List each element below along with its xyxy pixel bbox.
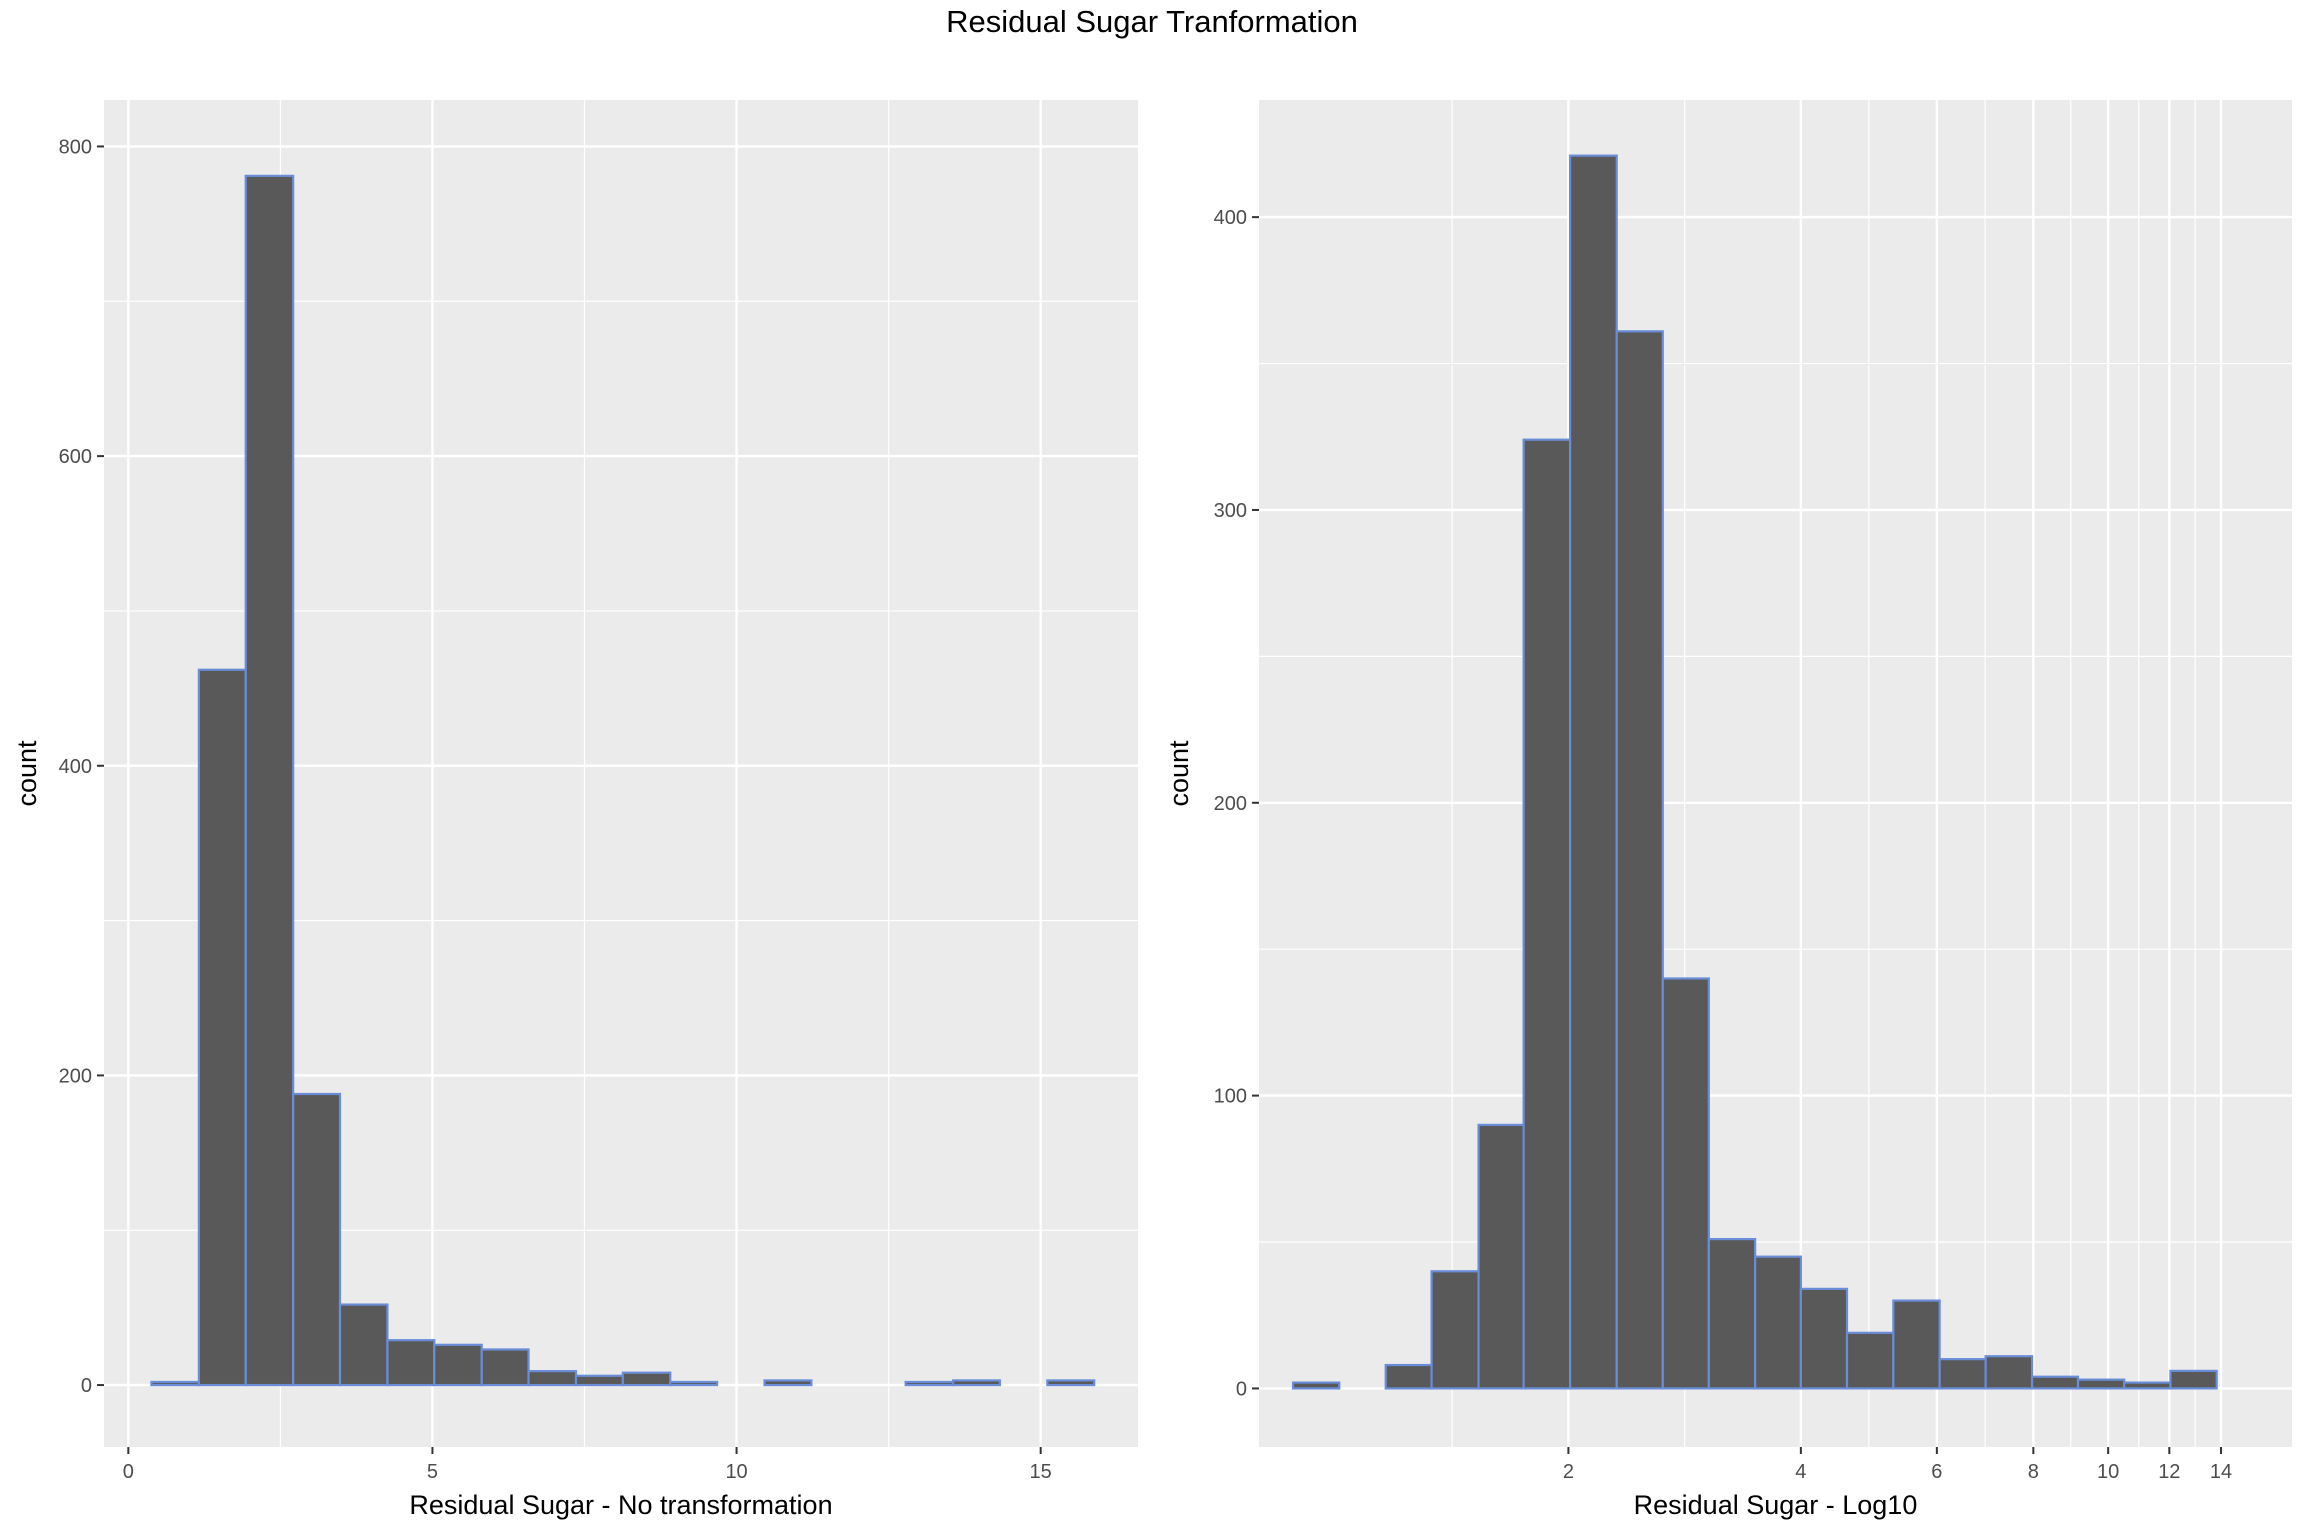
histogram-bar [480, 1348, 530, 1387]
histogram-bar [244, 174, 295, 1387]
x-tick-label: 10 [725, 1461, 747, 1483]
histogram-bar [386, 1339, 436, 1387]
x-tick-label: 5 [427, 1461, 438, 1483]
y-tick-label: 400 [59, 756, 92, 778]
histogram-bar [292, 1092, 342, 1387]
histogram-bar [1568, 154, 1618, 1390]
y-tick-label: 300 [1214, 500, 1247, 522]
histogram-bar [1430, 1270, 1480, 1390]
histogram-bar [1984, 1355, 2034, 1390]
histogram-bar [763, 1379, 813, 1387]
y-tick-label: 600 [59, 446, 92, 468]
y-tick-label: 100 [1214, 1086, 1247, 1108]
y-axis-title: count [12, 740, 42, 807]
histogram-bar [1799, 1287, 1849, 1390]
histogram-bar [1938, 1358, 1987, 1390]
panel-background [1259, 100, 2292, 1447]
x-tick-label: 10 [2097, 1461, 2119, 1483]
histogram-bar [2169, 1369, 2218, 1390]
histogram-bar [1661, 977, 1710, 1390]
histogram-bar [951, 1379, 1002, 1387]
x-tick-label: 8 [2028, 1461, 2039, 1483]
x-axis-title: Residual Sugar - No transformation [409, 1490, 832, 1520]
histogram-bar [1384, 1363, 1433, 1390]
y-tick-label: 0 [1236, 1378, 1247, 1400]
y-tick-label: 200 [59, 1065, 92, 1087]
histogram-bar [1046, 1379, 1096, 1387]
histogram-bar [574, 1374, 624, 1387]
histogram-bar [904, 1380, 955, 1387]
histogram-bar [338, 1303, 389, 1387]
histogram-panel-left: 0 200 400 600 800 0 5 10 15 Residual Sugar - No t… [12, 100, 1138, 1520]
histogram-bar [1477, 1123, 1525, 1390]
histogram-bar [527, 1370, 578, 1387]
y-tick-label: 200 [1214, 793, 1247, 815]
histogram-bar [2030, 1375, 2080, 1390]
histogram-bar [1707, 1237, 1757, 1390]
x-tick-label: 4 [1795, 1461, 1806, 1483]
y-axis-title: count [1164, 740, 1194, 807]
x-tick-label: 12 [2158, 1461, 2180, 1483]
y-tick-label: 400 [1214, 207, 1247, 229]
histogram-bar [1522, 438, 1572, 1390]
histogram-bar [1291, 1381, 1341, 1390]
histogram-bar [1754, 1255, 1802, 1390]
x-tick-label: 15 [1030, 1461, 1052, 1483]
histogram-bar [2076, 1378, 2126, 1390]
figure-title: Residual Sugar Tranformation [946, 4, 1358, 39]
histogram-bar [669, 1380, 719, 1387]
histogram-bar [1845, 1331, 1895, 1390]
histogram-bar [197, 668, 247, 1387]
x-axis-title: Residual Sugar - Log10 [1634, 1490, 1918, 1520]
y-tick-label: 0 [81, 1375, 92, 1397]
histogram-bar [2123, 1381, 2172, 1390]
histogram-bar [1615, 330, 1664, 1390]
x-tick-label: 0 [123, 1461, 134, 1483]
histogram-bar [1892, 1299, 1941, 1390]
histogram-bar [150, 1380, 200, 1387]
x-tick-label: 6 [1931, 1461, 1942, 1483]
x-tick-label: 14 [2210, 1461, 2232, 1483]
histogram-panel-right: 0 100 200 300 400 2 4 6 8 10 12 14 Residual Sugar - … [1164, 100, 2292, 1520]
histogram-bar [433, 1343, 483, 1387]
histogram-bar [621, 1371, 672, 1387]
x-tick-label: 2 [1563, 1461, 1574, 1483]
y-tick-label: 800 [59, 136, 92, 158]
